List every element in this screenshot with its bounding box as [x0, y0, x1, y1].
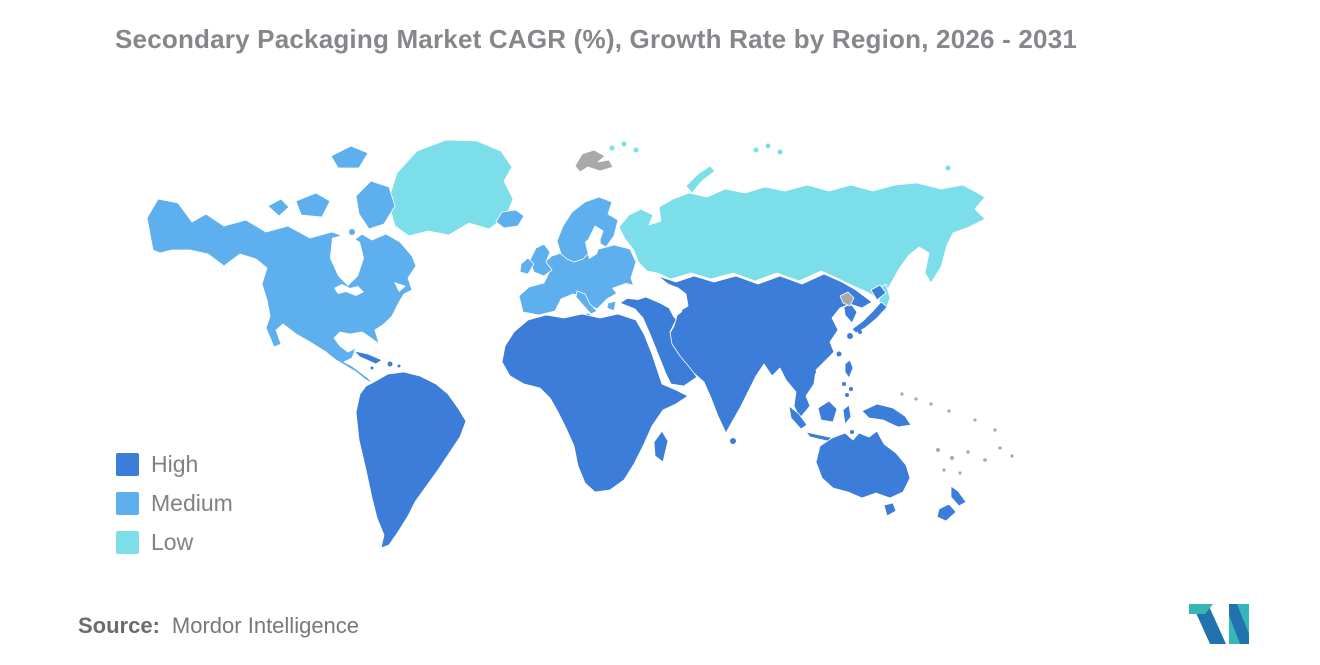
map-region-philippine-island — [842, 382, 846, 386]
map-region-sulawesi — [842, 404, 852, 425]
map-region-luzon — [844, 359, 854, 379]
map-region-new-zealand-south — [936, 503, 957, 522]
map-region-pacific-islands — [900, 392, 1014, 475]
legend-label-low: Low — [151, 529, 194, 555]
map-region-italy — [575, 290, 598, 315]
map-region-ellesmere-island — [330, 145, 369, 169]
chart-title: Secondary Packaging Market CAGR (%), Gro… — [115, 24, 1078, 54]
mordor-intelligence-logo — [1189, 604, 1249, 644]
map-region-southampton-island — [349, 229, 355, 235]
map-region-no-data-group — [574, 149, 1014, 475]
map-region-honshu — [851, 301, 888, 334]
map-region-new-guinea — [861, 403, 912, 428]
great-lakes — [334, 284, 364, 296]
map-region-australia — [815, 430, 911, 499]
map-region-indonesia-group — [788, 400, 912, 443]
map-region-banks-island — [267, 198, 290, 217]
map-region-shikoku — [858, 330, 862, 334]
map-region-ireland — [519, 257, 535, 275]
map-region-south-korea — [843, 303, 858, 324]
map-region-north-korea — [839, 291, 855, 307]
map-region-south-america — [355, 371, 467, 549]
map-region-scandinavia — [556, 196, 619, 263]
map-region-sri-lanka — [730, 438, 736, 444]
map-region-caribbean-group — [353, 350, 401, 370]
map-region-timor — [850, 430, 854, 434]
legend-item-medium: Medium — [116, 491, 233, 515]
map-inland-seas — [330, 234, 684, 318]
map-region-victoria-island — [295, 192, 331, 218]
map-region-philippine-island — [849, 387, 853, 391]
map-region-africa — [501, 313, 689, 493]
map-region-middle-east — [619, 294, 698, 387]
map-region-oceania-group — [815, 430, 967, 522]
map-region-tasmania — [883, 502, 897, 517]
map-region-mindanao — [845, 393, 849, 397]
map-region-greece — [606, 300, 617, 312]
map-region-svalbard — [574, 149, 614, 173]
map-region-hispaniola — [387, 361, 393, 367]
gulf-of-st-lawrence — [394, 282, 406, 292]
map-region-north-america-group — [146, 145, 417, 385]
source-text: Mordor Intelligence — [171, 613, 360, 638]
legend-swatch-medium — [116, 491, 139, 515]
map-region-novaya-zemlya — [685, 165, 716, 194]
map-region-hainan — [812, 370, 816, 374]
baltic-sea — [585, 235, 601, 259]
map-region-east-asia-islands-group — [730, 284, 888, 444]
logo-top-left-wedge — [1189, 604, 1213, 614]
map-region-puerto-rico — [397, 364, 401, 368]
logo-right-diagonal — [1229, 604, 1249, 644]
map-region-baffin-island — [355, 180, 396, 230]
map-region-jamaica — [370, 366, 374, 370]
map-region-new-zealand-north — [950, 485, 967, 507]
map-region-greenland — [387, 139, 514, 237]
legend-label-high: High — [151, 451, 199, 477]
map-region-russia — [618, 182, 986, 300]
map-region-asia-group — [619, 273, 873, 434]
map-region-africa-group — [501, 313, 689, 493]
source-label: Source: — [78, 613, 160, 638]
map-region-cuba — [353, 350, 383, 365]
source-line: Source: Mordor Intelligence — [78, 613, 359, 639]
map-region-united-kingdom — [529, 243, 553, 277]
map-region-sumatra — [788, 405, 808, 430]
legend-item-low: Low — [116, 530, 233, 554]
legend-swatch-low — [116, 530, 139, 554]
legend-swatch-high — [116, 452, 139, 476]
legend: High Medium Low — [116, 452, 233, 554]
map-region-iceland — [495, 209, 525, 229]
map-region-kyushu — [847, 333, 853, 339]
map-region-hokkaido — [870, 284, 887, 301]
black-sea — [612, 283, 650, 300]
map-region-taiwan — [836, 351, 842, 357]
legend-item-high: High — [116, 452, 233, 476]
map-region-russia-group — [609, 141, 986, 313]
map-region-arctic-island-dots — [609, 141, 951, 171]
map-region-madagascar — [653, 430, 669, 463]
map-region-borneo — [817, 400, 838, 423]
caspian-sea — [667, 287, 684, 318]
hudson-bay — [330, 234, 364, 286]
map-region-europe-group — [495, 196, 637, 319]
legend-label-medium: Medium — [151, 490, 233, 516]
